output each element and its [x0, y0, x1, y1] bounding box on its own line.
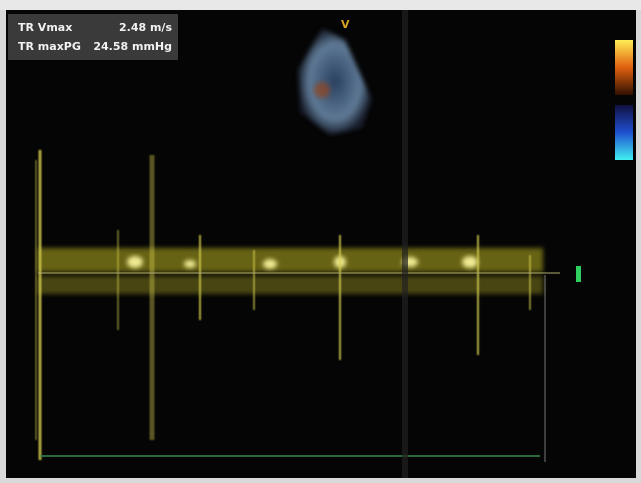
measurement-value: 2.48 m/s [119, 21, 172, 34]
measurement-label: TR Vmax [18, 21, 73, 34]
measurement-box: TR Vmax 2.48 m/s TR maxPG 24.58 mmHg [8, 14, 178, 60]
color-flow [314, 82, 330, 98]
sector-label: V [341, 18, 350, 31]
doppler-spectrum [35, 10, 581, 478]
measurement-label: TR maxPG [18, 40, 81, 53]
velocity-scale-negative [615, 105, 633, 160]
baseline-marker [576, 266, 581, 282]
measurement-row: TR Vmax 2.48 m/s [18, 18, 172, 38]
measurement-value: 24.58 mmHg [93, 40, 172, 53]
top-border [0, 0, 641, 10]
echo-sector [298, 28, 372, 135]
velocity-scale-positive [615, 40, 633, 95]
measurement-row: TR maxPG 24.58 mmHg [18, 37, 172, 57]
